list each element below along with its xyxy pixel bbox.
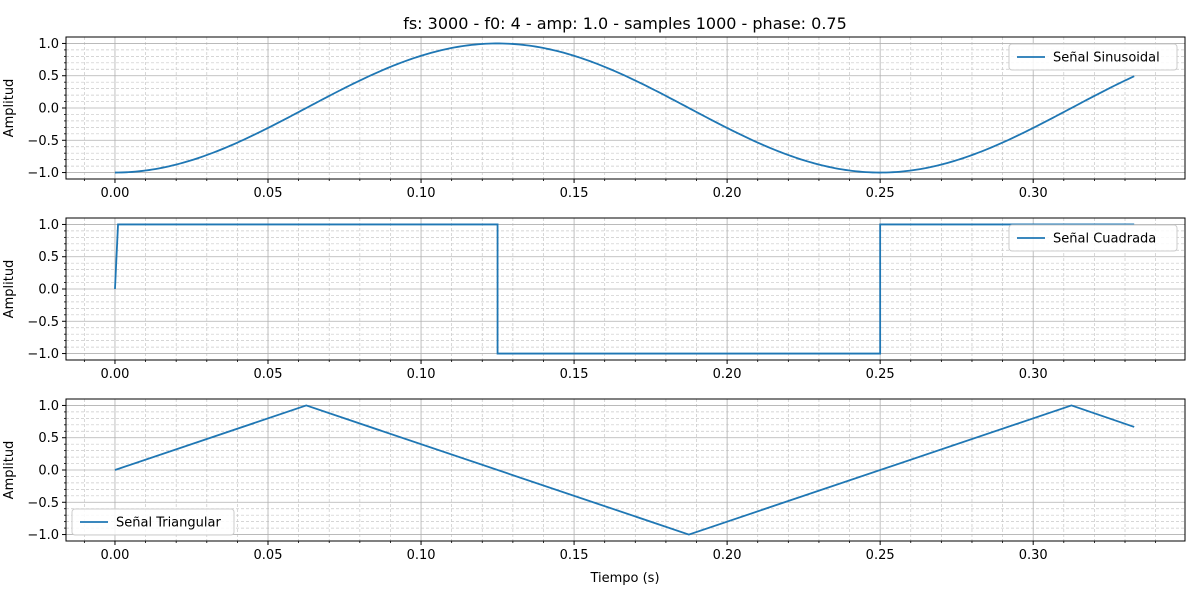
x-tick-label: 0.30 — [1019, 548, 1048, 563]
y-tick-label: 1.0 — [38, 399, 59, 414]
series-line — [114, 404, 1135, 536]
x-tick-label: 0.15 — [560, 186, 589, 201]
y-tick-label: 0.0 — [38, 464, 59, 479]
legend-label: Señal Cuadrada — [1053, 232, 1156, 247]
legend-box — [71, 508, 235, 536]
subplot-triangular: 0.00 0.05 0.10 0.15 0.20 0.25 0.30 −1.0 −0.5 0.0 0… — [2, 398, 1186, 563]
y-tick-label: −1.0 — [27, 166, 59, 181]
legend: Señal Triangular — [71, 508, 235, 536]
y-axis-label: Amplitud — [2, 441, 17, 500]
x-tick-label: 0.25 — [866, 367, 895, 382]
x-tick-label: 0.20 — [713, 367, 742, 382]
y-tick-label: 1.0 — [38, 218, 59, 233]
y-axis-label: Amplitud — [2, 260, 17, 319]
y-tick-label: 0.5 — [38, 431, 59, 446]
x-tick-label: 0.00 — [100, 186, 129, 201]
legend: Señal Sinusoidal — [1008, 43, 1178, 71]
y-tick-label: −0.5 — [27, 134, 59, 149]
y-tick-label: 0.0 — [38, 283, 59, 298]
legend: Señal Cuadrada — [1008, 224, 1178, 252]
x-tick-label: 0.05 — [254, 186, 283, 201]
x-tick-label: 0.15 — [560, 548, 589, 563]
y-tick-label: −0.5 — [27, 315, 59, 330]
y-tick-label: −1.0 — [27, 347, 59, 362]
legend-box — [1008, 224, 1178, 252]
x-axis-label: Tiempo (s) — [589, 571, 659, 586]
subplot-sinusoidal: 0.00 0.05 0.10 0.15 0.20 0.25 0.30 −1.0 −0.5 0.0 0… — [2, 36, 1186, 201]
x-tick-label: 0.05 — [254, 548, 283, 563]
y-tick-label: 0.0 — [38, 102, 59, 117]
y-tick-label: 1.0 — [38, 37, 59, 52]
legend-label: Señal Sinusoidal — [1053, 51, 1160, 66]
x-tick-label: 0.20 — [713, 186, 742, 201]
legend-box — [1008, 43, 1178, 71]
x-tick-label: 0.25 — [866, 186, 895, 201]
x-tick-label: 0.10 — [407, 186, 436, 201]
y-axis-label: Amplitud — [2, 79, 17, 138]
x-tick-label: 0.15 — [560, 367, 589, 382]
legend-label: Señal Triangular — [116, 516, 221, 531]
subplot-cuadrada: 0.00 0.05 0.10 0.15 0.20 0.25 0.30 −1.0 −0.5 0.0 0… — [2, 217, 1186, 382]
x-tick-label: 0.10 — [407, 548, 436, 563]
y-tick-label: 0.5 — [38, 250, 59, 265]
x-tick-label: 0.20 — [713, 548, 742, 563]
y-tick-label: 0.5 — [38, 69, 59, 84]
x-tick-label: 0.30 — [1019, 367, 1048, 382]
series-line — [114, 223, 1135, 355]
x-tick-label: 0.00 — [100, 367, 129, 382]
x-tick-label: 0.05 — [254, 367, 283, 382]
x-tick-label: 0.10 — [407, 367, 436, 382]
y-tick-label: −1.0 — [27, 528, 59, 543]
y-tick-label: −0.5 — [27, 496, 59, 511]
x-tick-label: 0.25 — [866, 548, 895, 563]
chart-title: fs: 3000 - f0: 4 - amp: 1.0 - samples 10… — [403, 14, 847, 33]
x-tick-label: 0.30 — [1019, 186, 1048, 201]
x-tick-label: 0.00 — [100, 548, 129, 563]
series-line — [114, 42, 1135, 174]
